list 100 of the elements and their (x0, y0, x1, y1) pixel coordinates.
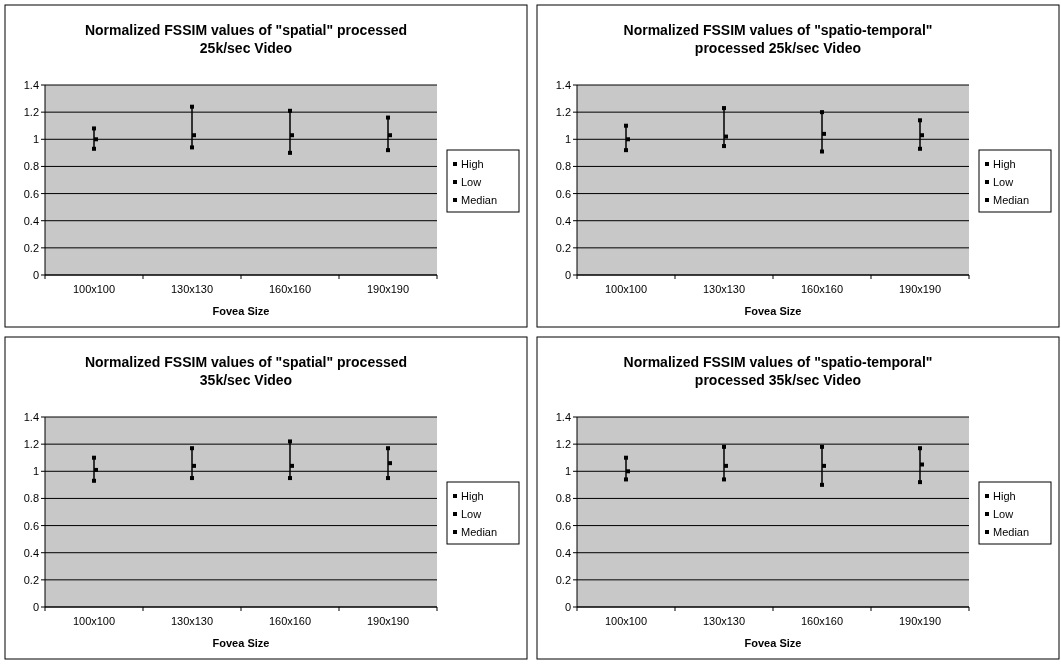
x-tick-label: 160x160 (268, 283, 312, 295)
point (624, 455, 628, 460)
y-tick-label: 1.4 (23, 79, 39, 91)
point (92, 478, 96, 483)
point (386, 115, 390, 120)
x-tick-label: 160x160 (800, 283, 844, 295)
x-tick-label: 190x190 (898, 615, 942, 627)
y-tick-label: 1.2 (23, 438, 39, 451)
y-tick-label: 0 (564, 269, 571, 281)
x-tick-label: 190x190 (366, 283, 410, 295)
point (94, 467, 98, 472)
legend-label: Low (993, 176, 1014, 188)
y-tick-label: 0.8 (23, 160, 39, 173)
legend-label: Median (993, 194, 1030, 206)
point (626, 137, 630, 142)
x-axis-title: Fovea Size (212, 305, 270, 317)
y-tick-label: 1 (564, 133, 571, 146)
point (626, 469, 630, 474)
y-tick-label: 0.8 (555, 160, 571, 173)
point (388, 461, 392, 466)
legend-label: Low (993, 508, 1014, 520)
y-tick-label: 0.2 (23, 241, 39, 254)
y-tick-label: 0.2 (555, 241, 571, 254)
x-tick-label: 130x130 (702, 615, 746, 627)
point (722, 477, 726, 482)
chart-title: Normalized FSSIM values of "spatio-temporal" processed 25k/sec Video (623, 22, 933, 56)
y-tick-label: 0.8 (555, 492, 571, 505)
point (92, 455, 96, 460)
point (386, 446, 390, 451)
y-tick-label: 0 (32, 601, 39, 613)
y-tick-label: 1.4 (555, 79, 571, 91)
point (820, 482, 824, 487)
point (920, 133, 924, 138)
point (724, 463, 728, 468)
legend-label: Low (461, 508, 482, 520)
point (288, 108, 292, 113)
point (724, 134, 728, 139)
y-tick-label: 1 (32, 465, 39, 478)
y-tick-label: 0 (564, 601, 571, 613)
legend-label: Median (461, 526, 498, 538)
point (624, 123, 628, 128)
x-tick-label: 160x160 (268, 615, 312, 627)
point (624, 477, 628, 482)
x-tick-label: 100x100 (604, 283, 648, 295)
y-tick-label: 1.2 (555, 438, 571, 451)
point (918, 146, 922, 151)
y-tick-label: 0.4 (23, 214, 39, 227)
x-tick-label: 130x130 (170, 283, 214, 295)
point (918, 446, 922, 451)
point (820, 444, 824, 449)
y-tick-label: 1.4 (555, 411, 571, 423)
point (820, 110, 824, 115)
chart-title: Normalized FSSIM values of "spatio-temporal" processed 35k/sec Video (623, 354, 933, 388)
x-axis-title: Fovea Size (212, 637, 270, 649)
point (624, 148, 628, 153)
y-tick-label: 0.2 (555, 573, 571, 586)
point (190, 476, 194, 481)
point (192, 133, 196, 138)
point (190, 145, 194, 150)
y-tick-label: 1.2 (555, 106, 571, 119)
point (918, 118, 922, 123)
point (94, 137, 98, 142)
point (192, 463, 196, 468)
x-axis-title: Fovea Size (744, 305, 802, 317)
x-tick-label: 130x130 (702, 283, 746, 295)
legend-label: Low (461, 176, 482, 188)
point (920, 462, 924, 467)
point (722, 444, 726, 449)
point (288, 476, 292, 481)
legend-label: High (993, 490, 1016, 502)
x-tick-label: 190x190 (898, 283, 942, 295)
point (190, 104, 194, 109)
x-tick-label: 160x160 (800, 615, 844, 627)
point (822, 131, 826, 136)
point (288, 150, 292, 155)
point (386, 148, 390, 153)
y-tick-label: 0.6 (555, 519, 571, 532)
legend-label: Median (993, 526, 1030, 538)
y-tick-label: 0.4 (555, 214, 571, 227)
point (820, 149, 824, 154)
point (388, 133, 392, 138)
point (190, 446, 194, 451)
point (290, 463, 294, 468)
y-tick-label: 0 (32, 269, 39, 281)
point (288, 439, 292, 444)
point (92, 146, 96, 151)
y-tick-label: 0.4 (23, 546, 39, 559)
legend-label: Median (461, 194, 498, 206)
y-tick-label: 0.6 (555, 187, 571, 200)
point (92, 126, 96, 131)
x-tick-label: 190x190 (366, 615, 410, 627)
y-tick-label: 1 (32, 133, 39, 146)
x-axis-title: Fovea Size (744, 637, 802, 649)
legend-label: High (993, 158, 1016, 170)
chart-title: Normalized FSSIM values of "spatial" processed 35k/sec Video (84, 354, 408, 388)
chart-title: Normalized FSSIM values of "spatial" processed 25k/sec Video (84, 22, 408, 56)
point (918, 480, 922, 485)
y-tick-label: 1.2 (23, 106, 39, 119)
y-tick-label: 0.6 (23, 187, 39, 200)
point (386, 476, 390, 481)
